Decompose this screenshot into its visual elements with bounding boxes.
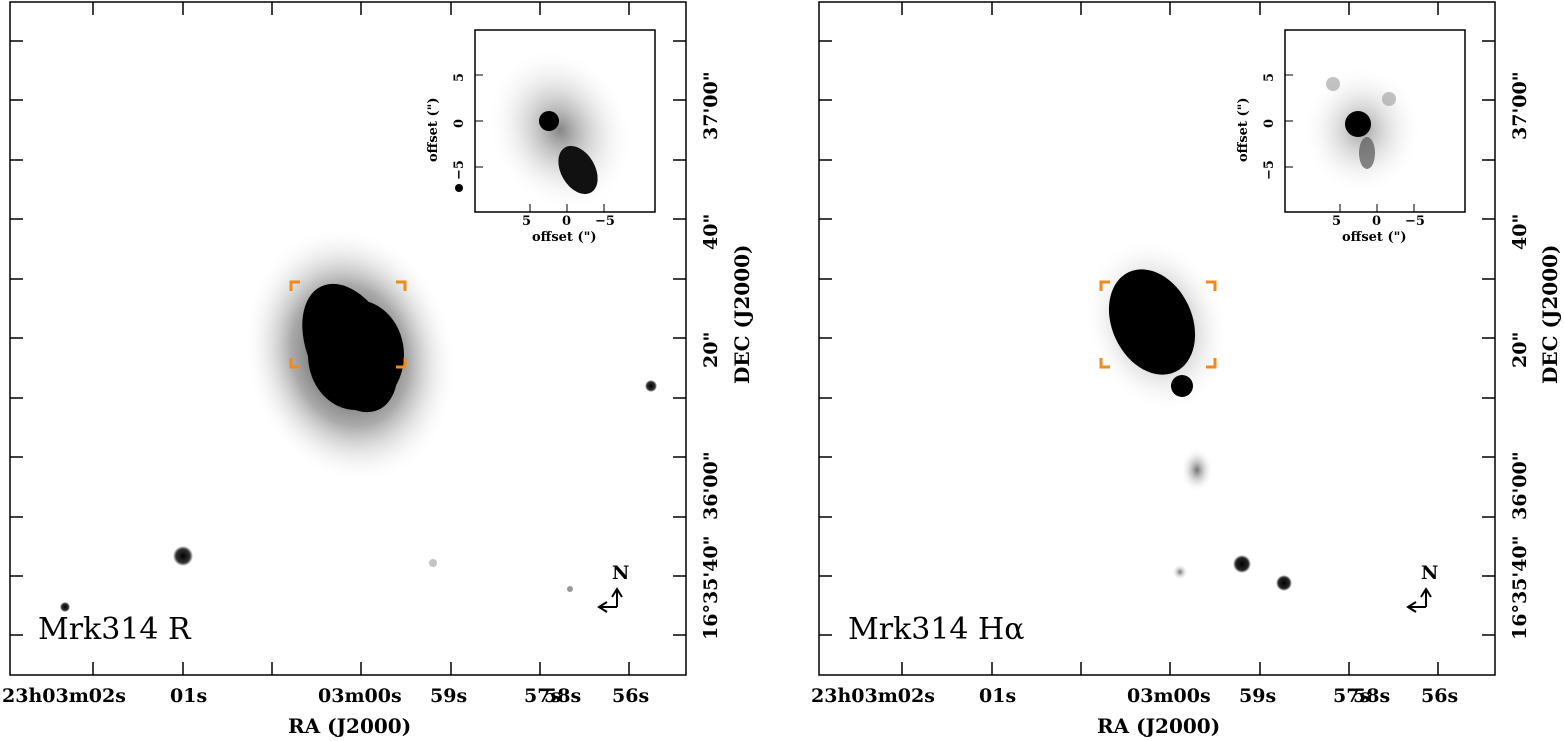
- panel-r-band: Mrk314 R N 23h03m02s 01s 03m00s 59s 57s …: [2, 1, 754, 738]
- compass-arrow-icon: [597, 587, 623, 613]
- star: [645, 380, 657, 392]
- emission-core: [1108, 269, 1196, 375]
- dec-tick-marks: [819, 40, 1495, 636]
- star: [60, 602, 70, 612]
- ra-tick-label: 01s: [979, 685, 1017, 707]
- star: [173, 546, 193, 566]
- zoom-region-bracket: [289, 280, 407, 369]
- zoom-region-bracket: [1099, 280, 1217, 369]
- ra-tick-label: 57s: [524, 685, 562, 707]
- ra-tick-label-58s-left: 58s: [544, 685, 582, 707]
- dec-tick-label: 37'00": [1509, 71, 1531, 140]
- star: [1276, 575, 1292, 591]
- r-band-image: [9, 1, 687, 676]
- ra-tick-label: 03m00s: [1127, 685, 1211, 707]
- x-axis-title: RA (J2000): [288, 714, 412, 738]
- dec-tick-label: 40": [1509, 213, 1531, 250]
- inset-x-tick: 0: [1372, 214, 1382, 229]
- ra-tick-label-58s-right: 58s: [1353, 685, 1391, 707]
- inset-nucleus: [539, 111, 559, 131]
- inset-y-tick: 0: [1262, 118, 1277, 128]
- ra-tick-label: 01s: [170, 685, 208, 707]
- ra-tick-marks: [92, 2, 630, 675]
- inset-nucleus: [1345, 111, 1371, 137]
- y-axis-title: DEC (J2000): [1538, 244, 1562, 384]
- y-axis-title: DEC (J2000): [730, 244, 754, 384]
- galaxy-body: [308, 300, 404, 410]
- dec-tick-marks: [10, 40, 686, 636]
- inset-ticks: [1285, 74, 1415, 212]
- ra-tick-label: 59s: [430, 685, 468, 707]
- star: [429, 559, 437, 567]
- emission-knot: [1181, 448, 1213, 492]
- inset-y-tick: −5: [452, 160, 467, 180]
- dec-tick-label: 20": [1509, 331, 1531, 368]
- panel-label: Mrk314 Hα: [848, 612, 1025, 647]
- emission-knot: [1172, 564, 1188, 580]
- ra-tick-label: 23h03m02s: [2, 685, 126, 707]
- ra-tick-label: 03m00s: [318, 685, 402, 707]
- inset-knot: [1382, 92, 1396, 106]
- inset-y-title: offset ("): [1236, 97, 1251, 162]
- inset-x-tick: 0: [562, 214, 572, 229]
- inset-x-tick: 5: [522, 214, 532, 229]
- inset-y-tick: 5: [1262, 72, 1277, 82]
- inset-ticks: [475, 74, 605, 212]
- ra-tick-label: 23h03m02s: [811, 685, 935, 707]
- inset-knot: [1326, 77, 1340, 91]
- star: [567, 586, 573, 592]
- dec-tick-label: 16°35'40": [700, 535, 722, 640]
- star: [455, 184, 463, 192]
- panel-label: Mrk314 R: [38, 612, 191, 647]
- inset-x-tick: −5: [595, 214, 615, 229]
- compass-north-label: N: [612, 562, 630, 584]
- ra-tick-marks: [901, 2, 1439, 675]
- inset-x-tick: 5: [1332, 214, 1342, 229]
- compass-arrow-icon: [1406, 587, 1432, 613]
- x-axis-title: RA (J2000): [1097, 714, 1221, 738]
- inset-y-tick: 0: [452, 118, 467, 128]
- inset-y-title: offset ("): [426, 97, 441, 162]
- ra-tick-label: 57s: [1333, 685, 1371, 707]
- ra-tick-label: 56s: [1421, 685, 1459, 707]
- emission-knot: [1171, 375, 1193, 397]
- inset-knot: [1359, 137, 1375, 169]
- dec-tick-label: 36'00": [1509, 451, 1531, 520]
- star: [1233, 555, 1251, 573]
- dec-tick-label: 37'00": [700, 71, 722, 140]
- dec-tick-label: 16°35'40": [1509, 535, 1531, 640]
- dec-tick-label: 20": [700, 331, 722, 368]
- panel-halpha: Mrk314 Hα N 23h03m02s 01s 03m00s 59s 57s…: [782, 0, 1564, 741]
- inset-x-title: offset ("): [532, 230, 597, 245]
- ra-tick-label: 59s: [1239, 685, 1277, 707]
- inset-x-tick: −5: [1405, 214, 1425, 229]
- inset-x-title: offset ("): [1342, 230, 1407, 245]
- dec-tick-label: 40": [700, 213, 722, 250]
- halpha-image: [818, 1, 1496, 676]
- inset-y-tick: −5: [1262, 160, 1277, 180]
- compass-north-label: N: [1421, 562, 1439, 584]
- ra-tick-label: 56s: [612, 685, 650, 707]
- dec-tick-label: 36'00": [700, 451, 722, 520]
- inset-y-tick: 5: [452, 72, 467, 82]
- inset-knot: [558, 145, 598, 195]
